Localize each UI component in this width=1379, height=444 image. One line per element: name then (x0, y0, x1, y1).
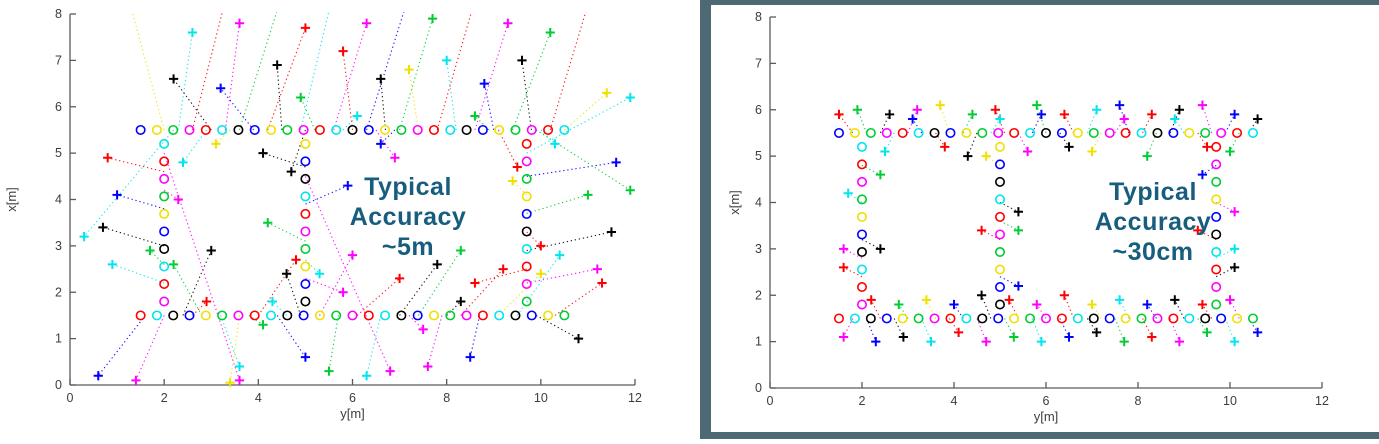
svg-text:3: 3 (755, 242, 762, 256)
svg-text:0: 0 (755, 381, 762, 395)
svg-text:0: 0 (55, 378, 62, 392)
svg-text:2: 2 (755, 288, 762, 302)
svg-text:4: 4 (255, 391, 262, 405)
svg-text:8: 8 (1135, 394, 1142, 408)
y-axis-label: x[m] (4, 187, 19, 212)
svg-text:4: 4 (55, 193, 62, 207)
svg-text:4: 4 (755, 196, 762, 210)
svg-text:3: 3 (55, 239, 62, 253)
svg-text:5: 5 (755, 149, 762, 163)
svg-text:6: 6 (349, 391, 356, 405)
figure-accuracy-5m: 0 1 2 3 4 5 6 7 8 0 2 4 6 8 10 12 y[m] x[m] (0, 0, 680, 439)
svg-text:2: 2 (161, 391, 168, 405)
svg-text:12: 12 (628, 391, 642, 405)
svg-text:7: 7 (755, 56, 762, 70)
svg-text:6: 6 (1043, 394, 1050, 408)
svg-text:8: 8 (755, 10, 762, 24)
svg-text:12: 12 (1315, 394, 1329, 408)
svg-text:5: 5 (55, 146, 62, 160)
svg-text:1: 1 (55, 332, 62, 346)
y-axis-label: x[m] (727, 190, 742, 215)
svg-text:10: 10 (534, 391, 548, 405)
svg-text:7: 7 (55, 53, 62, 67)
svg-text:6: 6 (755, 103, 762, 117)
x-axis-label: y[m] (340, 406, 365, 421)
panel-accuracy-30cm: 0 1 2 3 4 5 6 7 8 0 2 4 6 8 10 12 y[m] x[m] (700, 0, 1379, 439)
svg-text:2: 2 (859, 394, 866, 408)
svg-text:10: 10 (1223, 394, 1237, 408)
svg-text:1: 1 (755, 335, 762, 349)
svg-text:8: 8 (55, 7, 62, 21)
svg-text:0: 0 (67, 391, 74, 405)
svg-text:4: 4 (951, 394, 958, 408)
svg-text:6: 6 (55, 100, 62, 114)
x-axis-label: y[m] (1034, 409, 1059, 424)
svg-text:8: 8 (443, 391, 450, 405)
svg-text:2: 2 (55, 285, 62, 299)
svg-text:0: 0 (767, 394, 774, 408)
